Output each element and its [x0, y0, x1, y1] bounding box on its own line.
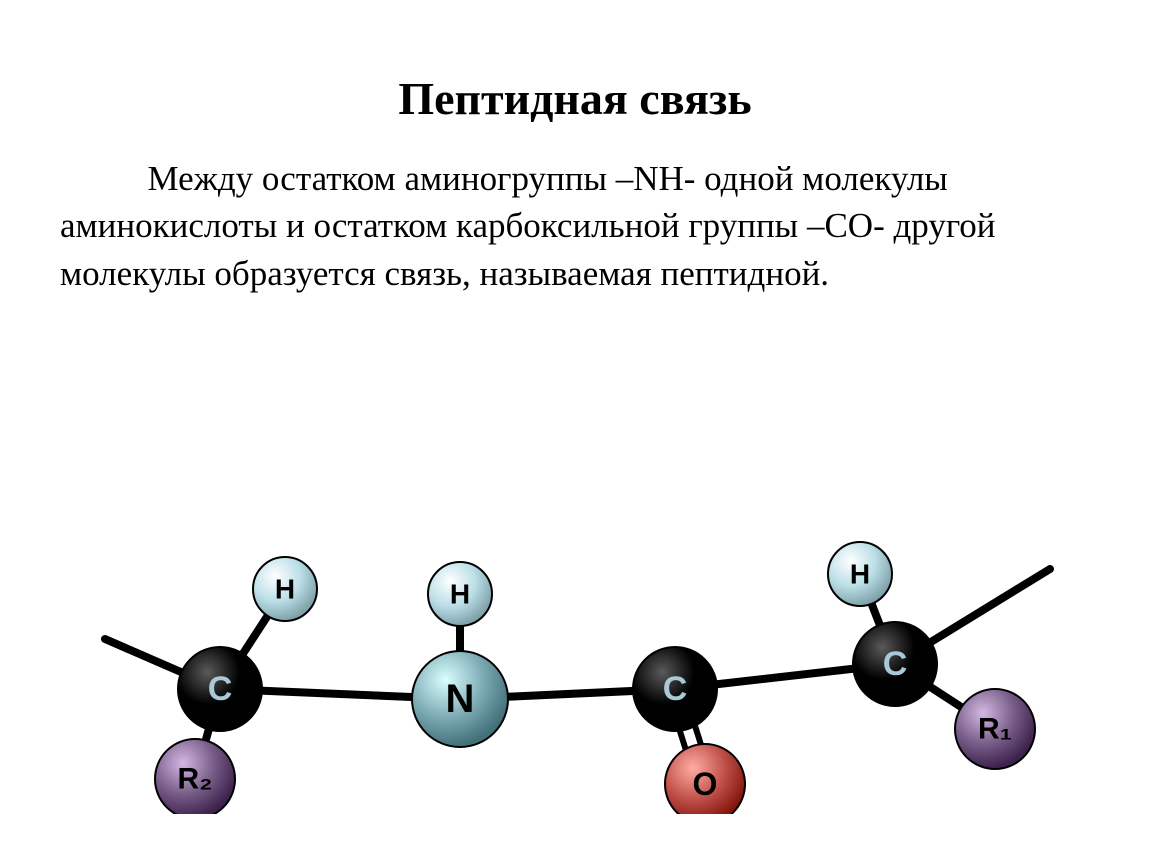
atoms-group: C R₂ H N H C O C H R₁ [155, 542, 1035, 814]
svg-text:H: H [275, 574, 295, 605]
atom-C_right: C [853, 622, 937, 706]
svg-text:C: C [883, 645, 908, 683]
definition-paragraph: Между остатком аминогруппы –NH- одной мо… [60, 155, 1100, 297]
atom-C_mid: C [633, 647, 717, 731]
atom-H_left: H [253, 557, 317, 621]
atom-O: O [665, 744, 745, 814]
svg-text:O: O [693, 766, 718, 802]
svg-text:C: C [208, 670, 233, 708]
svg-text:C: C [663, 670, 688, 708]
page-title: Пептидная связь [0, 72, 1150, 125]
atom-H_right: H [828, 542, 892, 606]
molecule-diagram-container: C R₂ H N H C O C H R₁ [0, 524, 1150, 814]
atom-R1: R₁ [955, 689, 1035, 769]
atom-C_left: C [178, 647, 262, 731]
peptide-bond-diagram: C R₂ H N H C O C H R₁ [65, 524, 1085, 814]
atom-N: N [412, 651, 508, 747]
svg-text:R₁: R₁ [978, 713, 1012, 746]
svg-text:R₂: R₂ [178, 763, 213, 796]
svg-text:H: H [850, 559, 870, 590]
slide: Пептидная связь Между остатком аминогруп… [0, 0, 1150, 864]
svg-text:H: H [450, 579, 470, 610]
svg-text:N: N [446, 677, 475, 721]
atom-H_N: H [428, 562, 492, 626]
atom-R2: R₂ [155, 739, 235, 814]
